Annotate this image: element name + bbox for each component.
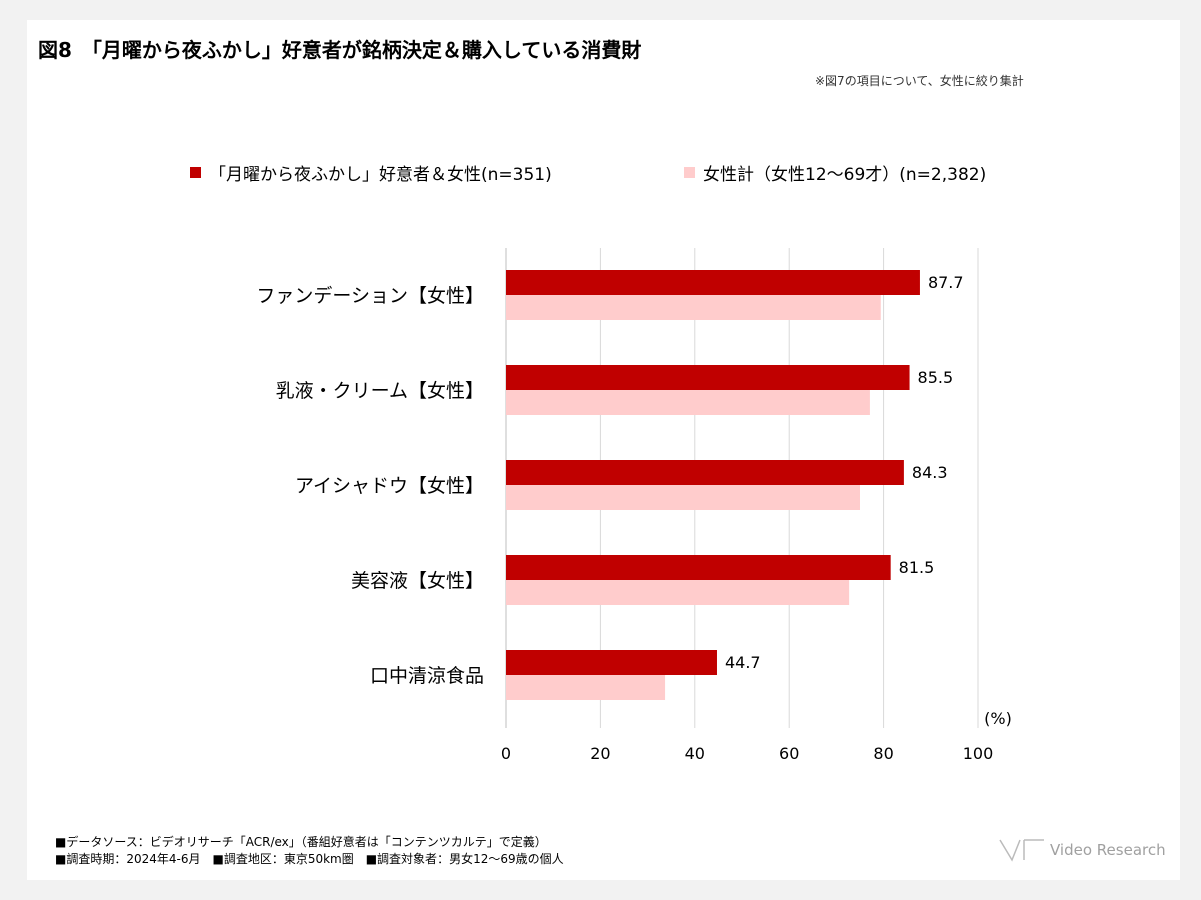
x-tick-label: 20 (590, 744, 610, 763)
bar-0 (506, 460, 904, 485)
data-label: 85.5 (918, 368, 954, 387)
footer-survey: ■調査時期：2024年4-6月 ■調査地区：東京50km圏 ■調査対象者：男女1… (55, 852, 564, 866)
data-label: 44.7 (725, 653, 761, 672)
logo-mark-icon (999, 839, 1044, 862)
bar-0 (506, 555, 891, 580)
bar-1 (506, 675, 666, 700)
category-label: ファンデーション【女性】 (256, 285, 484, 307)
logo-text: Video Research (1050, 841, 1166, 859)
data-label: 84.3 (912, 463, 948, 482)
x-tick-label: 80 (873, 744, 893, 763)
chart-note: ※図7の項目について、女性に絞り集計 (815, 74, 1024, 88)
legend-swatch (190, 167, 201, 178)
x-tick-label: 40 (685, 744, 705, 763)
category-label: 美容液【女性】 (351, 570, 484, 592)
category-label: 口中清涼食品 (370, 665, 484, 687)
chart-card (27, 20, 1180, 880)
category-label: アイシャドウ【女性】 (295, 475, 484, 497)
footer: ■データソース：ビデオリサーチ「ACR/ex」（番組好意者は「コンテンツカルテ」… (55, 834, 564, 868)
chart-title: 図8 「月曜から夜ふかし」好意者が銘柄決定＆購入している消費財 (38, 38, 642, 62)
bar-1 (506, 485, 860, 510)
bar-0 (506, 365, 910, 390)
x-tick-label: 60 (779, 744, 799, 763)
logo: Video Research (998, 838, 1166, 862)
data-label: 81.5 (899, 558, 935, 577)
legend-item-0: 「月曜から夜ふかし」好意者＆女性(n=351) (190, 160, 552, 185)
bar-1 (506, 580, 850, 605)
x-tick-label: 100 (963, 744, 994, 763)
bar-0 (506, 650, 717, 675)
legend-swatch (684, 167, 695, 178)
unit-label: (%) (984, 709, 1012, 728)
x-tick-label: 0 (501, 744, 511, 763)
bar-0 (506, 270, 920, 295)
bar-1 (506, 295, 881, 320)
legend-label: 女性計（女性12〜69才）(n=2,382) (703, 165, 987, 185)
footer-source: ■データソース：ビデオリサーチ「ACR/ex」（番組好意者は「コンテンツカルテ」… (55, 835, 547, 849)
legend-item-1: 女性計（女性12〜69才）(n=2,382) (684, 160, 986, 185)
category-label: 乳液・クリーム【女性】 (276, 380, 484, 402)
bar-1 (506, 390, 870, 415)
data-label: 87.7 (928, 273, 964, 292)
legend-label: 「月曜から夜ふかし」好意者＆女性(n=351) (209, 165, 552, 185)
